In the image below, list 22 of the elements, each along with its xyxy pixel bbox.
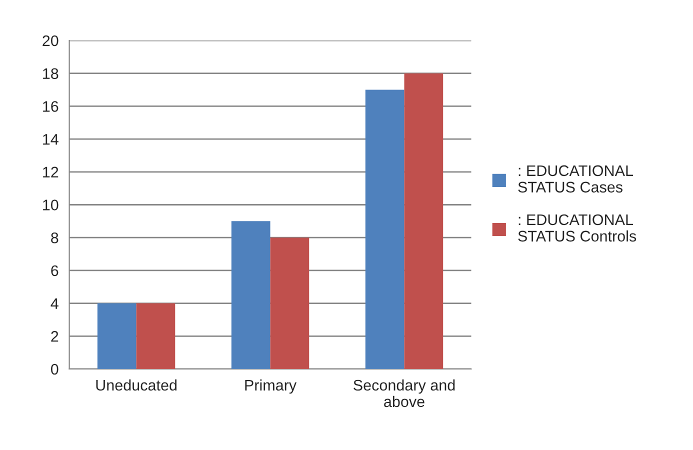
bar xyxy=(270,238,310,369)
x-tick-label: Primary xyxy=(245,379,297,394)
bar xyxy=(404,73,444,369)
legend-label: : EDUCATIONAL STATUS Controls xyxy=(518,214,636,242)
y-tick-label: 20 xyxy=(42,35,58,46)
y-tick-label: 4 xyxy=(50,298,58,309)
legend-label: : EDUCATIONAL STATUS Cases xyxy=(518,165,633,193)
y-tick-label: 10 xyxy=(43,200,58,210)
y-tick-label: 16 xyxy=(43,101,58,112)
x-tick-label: Uneducated xyxy=(96,379,177,391)
y-tick-label: 14 xyxy=(43,134,58,145)
bar xyxy=(365,90,404,369)
y-tick-label: 0 xyxy=(50,364,58,375)
y-tick-label: 12 xyxy=(43,166,58,178)
y-tick-label: 6 xyxy=(51,265,58,276)
bar xyxy=(231,221,270,369)
bar xyxy=(97,303,136,369)
bar xyxy=(136,303,176,369)
y-tick-label: 8 xyxy=(51,232,58,244)
y-tick-label: 2 xyxy=(51,331,58,342)
y-tick-label: 18 xyxy=(43,68,58,80)
x-tick-label: Secondary and above xyxy=(354,379,455,408)
